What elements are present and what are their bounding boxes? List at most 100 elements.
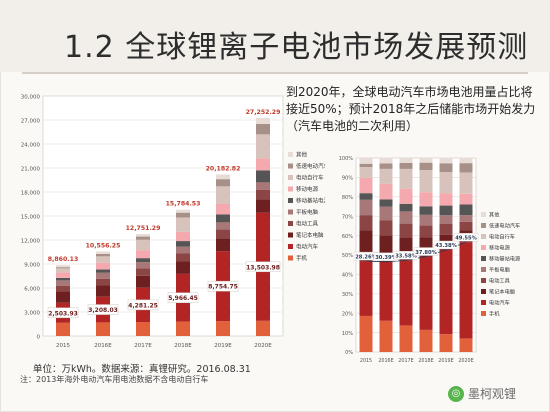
bar-segment <box>56 285 70 292</box>
legend-label: 电动汽车 <box>489 299 510 307</box>
x-tick-label: 2017E <box>398 358 413 364</box>
legend-swatch <box>481 256 486 261</box>
bar-segment <box>379 320 393 352</box>
x-tick-label: 2019E <box>438 358 453 364</box>
watermark-text: 墨柯观锂 <box>468 387 517 401</box>
bar-segment <box>176 253 190 262</box>
y-tick-label: 30% <box>342 292 353 298</box>
y-tick-label: 80% <box>342 195 353 201</box>
bar-segment <box>256 134 270 159</box>
bar-segment <box>96 269 110 273</box>
y-tick-label: 100% <box>339 156 354 162</box>
legend-swatch <box>288 244 293 249</box>
y-tick-label: 24,000 <box>21 143 41 149</box>
legend-swatch <box>481 212 486 217</box>
bar-segment <box>256 182 270 190</box>
watermark: ◎ 墨柯观锂 <box>448 385 516 402</box>
bar-segment <box>379 168 393 184</box>
bar-segment <box>419 329 433 352</box>
bar-segment <box>136 275 150 288</box>
ev-label-box <box>167 292 199 303</box>
bar-segment <box>459 221 473 231</box>
bar-segment <box>379 183 393 200</box>
bar-segment <box>216 214 230 223</box>
bar-segment <box>459 215 473 222</box>
bar-segment <box>56 265 70 268</box>
title-band <box>0 0 550 72</box>
bar-segment <box>399 168 413 189</box>
y-tick-label: 27,000 <box>21 119 41 125</box>
bar-segment <box>439 249 453 335</box>
legend-swatch <box>288 175 293 180</box>
legend-label: 手机 <box>489 310 500 318</box>
bar-segment <box>459 193 473 205</box>
legend-label: 电动自行车 <box>296 174 324 182</box>
bar-segment <box>439 193 453 206</box>
legend-label: 手机 <box>296 254 308 262</box>
legend-label: 电动工具 <box>296 220 319 228</box>
bar-segment <box>399 325 413 352</box>
bar-segment <box>419 170 433 193</box>
bar-segment <box>439 172 453 194</box>
ev-data-label: 5,966.45 <box>168 295 198 302</box>
x-tick-label: 2016E <box>378 358 393 364</box>
legend-swatch <box>481 267 486 272</box>
bar-segment <box>399 223 413 238</box>
unit-source-line: 单位：万kWh。数据来源：真锂研究。2016.08.31 <box>33 364 251 375</box>
ev-data-label: 2,503.93 <box>48 310 78 317</box>
bar-segment <box>359 215 373 231</box>
bar-segment <box>136 239 150 251</box>
bar-segment <box>399 162 413 169</box>
x-tick-label: 2015 <box>56 343 70 349</box>
bar-segment <box>256 123 270 135</box>
bar-segment <box>256 158 270 171</box>
x-tick-label: 2016E <box>94 343 112 349</box>
stacked-bar-chart-absolute: 0 3,000 6,000 9,000 12,000 15,000 18,000 21,000… <box>21 95 325 350</box>
bar-segment <box>216 238 230 252</box>
bar-segment <box>399 211 413 224</box>
legend-label: 电动自行车 <box>489 233 515 241</box>
y-tick-label: 3,000 <box>24 311 40 317</box>
legend-label: 其他 <box>489 211 499 219</box>
legend-swatch <box>481 278 486 283</box>
legend-swatch <box>481 234 486 239</box>
total-data-label: 20,182.82 <box>206 166 241 173</box>
x-tick-label: 2015 <box>360 358 372 364</box>
slide-title: 1.2 全球锂离子电池市场发展预测 <box>64 30 529 65</box>
legend-label: 其他 <box>296 151 308 159</box>
bar-segment <box>56 268 70 273</box>
total-data-label: 10,556.25 <box>86 243 121 250</box>
bar-segment <box>176 209 190 213</box>
bar-segment <box>379 206 393 221</box>
y-tick-label: 50% <box>342 253 353 259</box>
legend-swatch <box>288 152 293 157</box>
x-tick-label: 2018E <box>418 358 433 364</box>
bar-segment <box>439 334 453 352</box>
bar-segment <box>459 338 473 352</box>
legend-swatch <box>288 232 293 238</box>
legend-label: 笔记本电脑 <box>296 231 324 239</box>
legend-label: 低速电动汽车 <box>296 162 325 170</box>
legend-swatch <box>288 163 293 169</box>
bar-segment <box>359 158 373 164</box>
bar-segment <box>399 158 413 163</box>
bar-segment <box>216 179 230 187</box>
bar-segment <box>359 193 373 200</box>
bar-segment <box>56 277 70 281</box>
legend-swatch <box>481 245 486 250</box>
y-tick-label: 18,000 <box>21 191 41 197</box>
y-tick-label: 60% <box>342 234 353 240</box>
y-tick-label: 90% <box>342 176 353 182</box>
bar-segment <box>439 205 453 216</box>
bar-segment <box>176 217 190 232</box>
bar-segment <box>359 199 373 216</box>
bar-segment <box>96 285 110 297</box>
legend-swatch <box>288 221 293 226</box>
ev-label-box <box>127 299 159 311</box>
bar-segment <box>96 278 110 286</box>
y-tick-label: 12,000 <box>21 239 41 245</box>
bar-segment <box>439 157 453 164</box>
bar-segment <box>176 212 190 218</box>
ev-share-label: 37.80% <box>415 250 437 256</box>
